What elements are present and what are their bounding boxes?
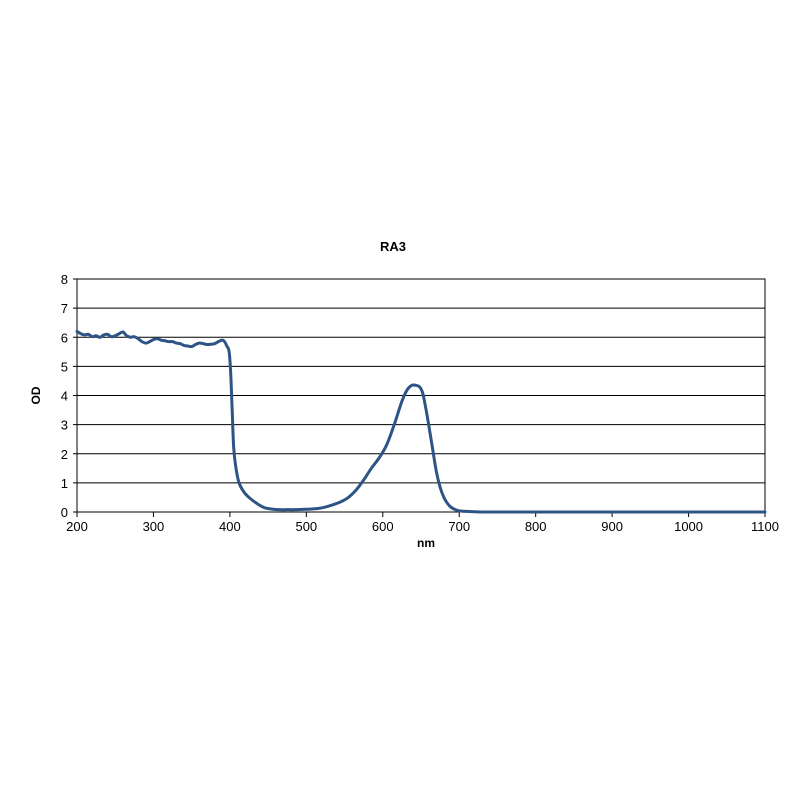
- y-axis-title: OD: [29, 386, 43, 404]
- x-tick-label: 1000: [674, 519, 703, 534]
- gridlines: [77, 278, 765, 513]
- y-tick-label: 3: [61, 418, 68, 433]
- chart-title: RA3: [380, 239, 406, 254]
- y-tick-label: 7: [61, 301, 68, 316]
- x-axis-title: nm: [417, 536, 435, 550]
- x-tick-label: 200: [66, 519, 88, 534]
- y-tick-label: 4: [61, 389, 68, 404]
- y-tick-label: 5: [61, 359, 68, 374]
- x-axis-ticks: 200 300 400 500 600 700 800 900 1000 1100: [66, 512, 779, 534]
- x-tick-label: 400: [219, 519, 241, 534]
- y-tick-label: 6: [61, 330, 68, 345]
- y-tick-label: 8: [61, 272, 68, 287]
- x-tick-label: 700: [448, 519, 470, 534]
- x-tick-label: 800: [525, 519, 547, 534]
- y-tick-label: 2: [61, 447, 68, 462]
- y-tick-label: 0: [61, 505, 68, 520]
- y-axis-ticks: 0 1 2 3 4 5 6 7 8: [61, 272, 77, 520]
- x-tick-label: 500: [295, 519, 317, 534]
- x-tick-label: 1100: [751, 519, 779, 534]
- x-tick-label: 600: [372, 519, 394, 534]
- x-tick-label: 900: [601, 519, 623, 534]
- series-line-od: [75, 329, 767, 514]
- y-tick-label: 1: [61, 476, 68, 491]
- x-tick-label: 300: [143, 519, 165, 534]
